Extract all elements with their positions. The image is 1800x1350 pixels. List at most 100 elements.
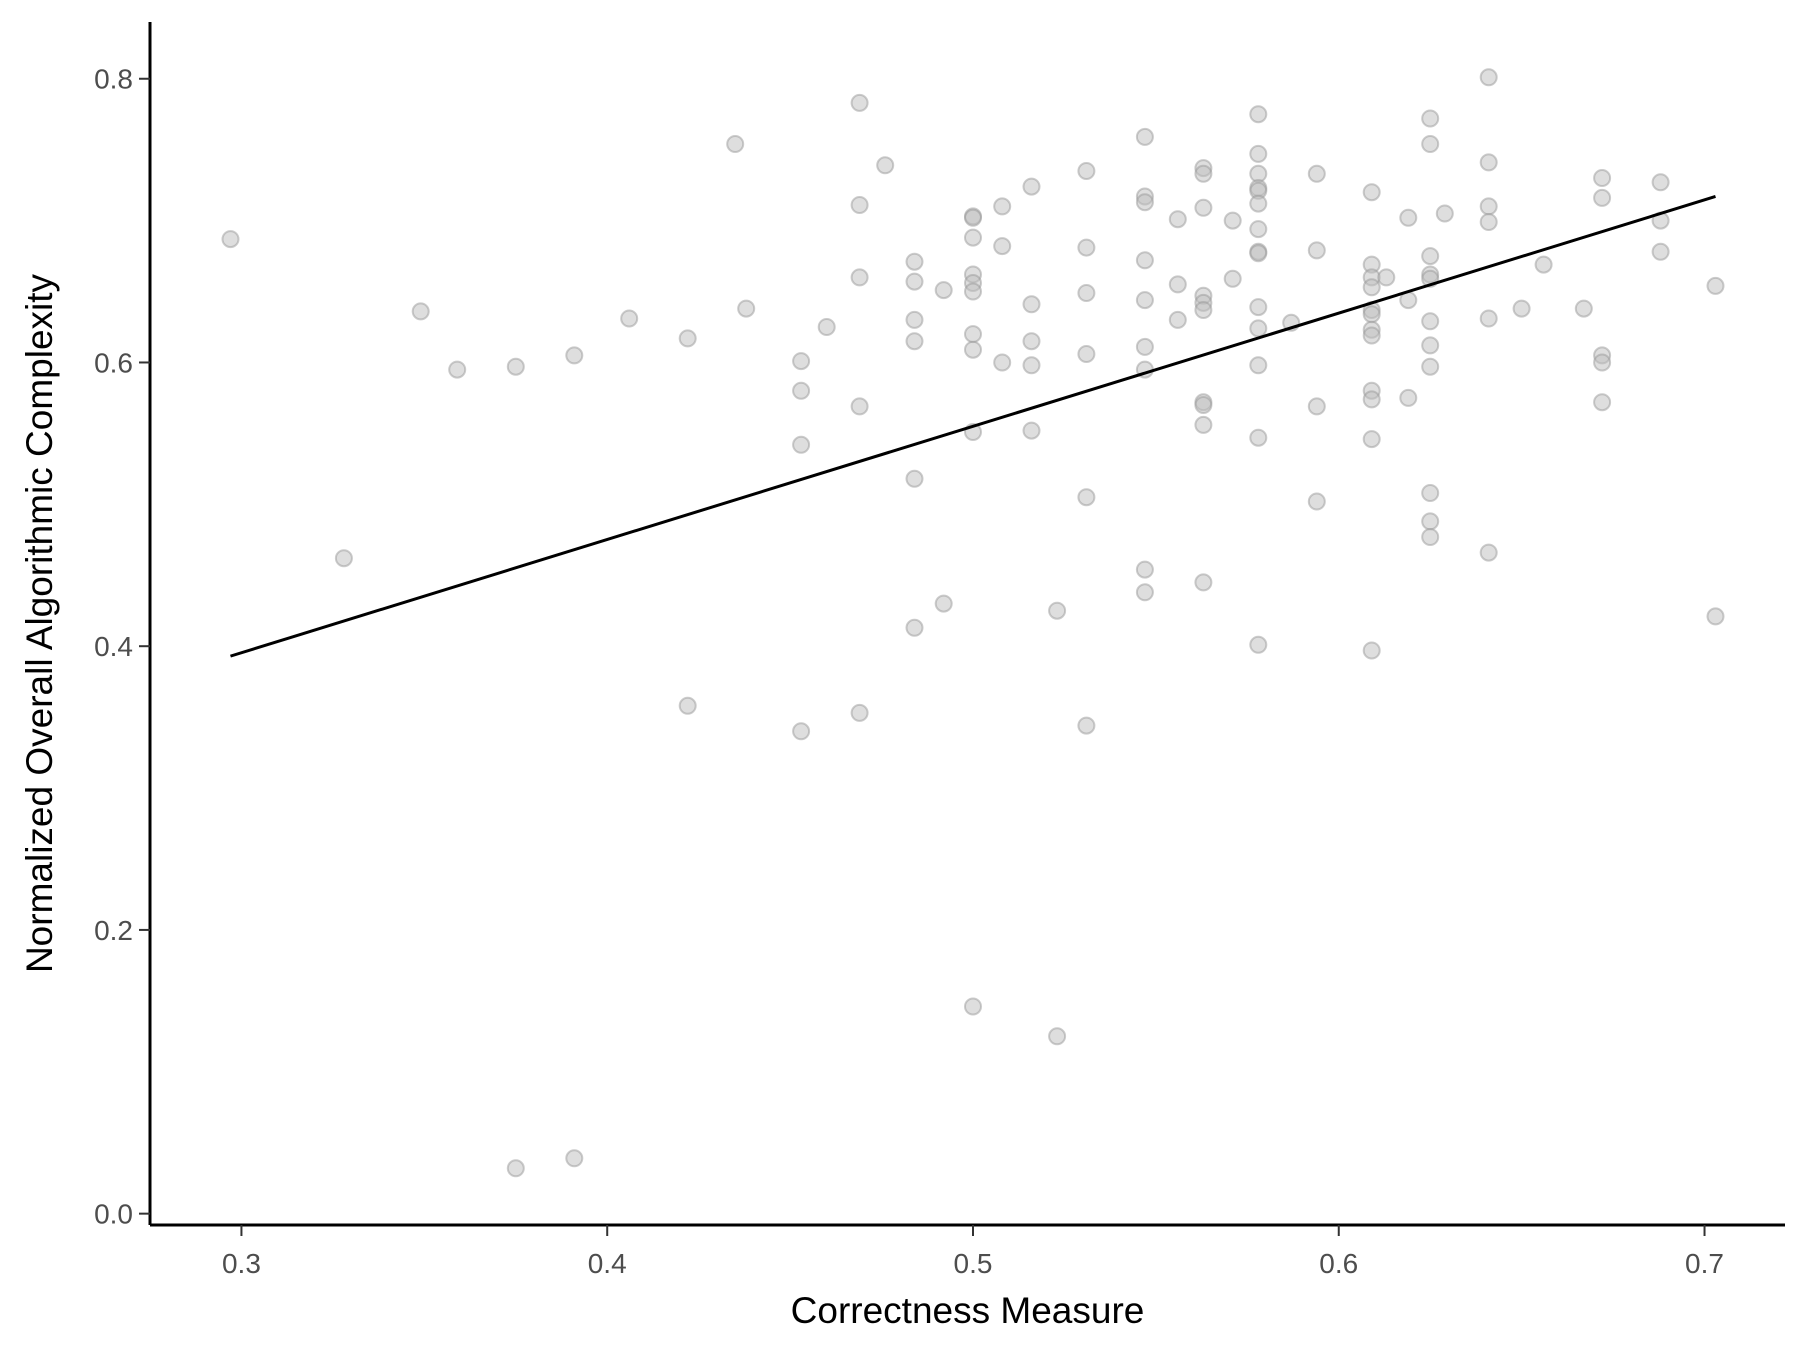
x-axis-title: Correctness Measure xyxy=(791,1290,1145,1331)
data-point xyxy=(905,469,924,488)
data-point xyxy=(1249,298,1268,317)
x-tick-label: 0.4 xyxy=(588,1248,627,1279)
data-point xyxy=(1706,276,1725,295)
data-point xyxy=(964,325,982,344)
data-point xyxy=(905,252,924,271)
data-point xyxy=(1022,421,1041,440)
data-point xyxy=(1512,299,1531,318)
data-point xyxy=(506,1159,525,1178)
data-point xyxy=(1249,144,1268,163)
data-point xyxy=(817,318,836,336)
data-point xyxy=(1362,641,1381,660)
y-tick-label: 0.8 xyxy=(94,64,133,95)
data-point xyxy=(1249,220,1268,239)
data-point xyxy=(1223,269,1242,288)
data-point xyxy=(1194,198,1213,217)
data-point xyxy=(1194,573,1213,592)
data-point xyxy=(934,281,953,300)
data-point xyxy=(905,332,924,351)
data-point xyxy=(876,156,895,175)
data-point xyxy=(1022,177,1041,196)
data-point xyxy=(1421,484,1440,502)
data-point xyxy=(850,196,869,214)
data-point xyxy=(993,353,1012,372)
data-point xyxy=(1077,284,1096,302)
data-point xyxy=(1249,356,1268,375)
data-point xyxy=(1421,312,1440,331)
data-point xyxy=(934,594,953,613)
data-point xyxy=(1651,173,1670,192)
data-point xyxy=(1479,153,1498,172)
data-point xyxy=(1593,353,1612,372)
data-point xyxy=(1362,278,1381,297)
data-point xyxy=(1223,211,1242,230)
data-point xyxy=(1307,492,1326,511)
data-point xyxy=(1479,197,1498,216)
data-point xyxy=(1194,164,1213,183)
data-point xyxy=(1307,164,1326,183)
data-point xyxy=(1168,210,1187,229)
data-point xyxy=(792,381,811,400)
data-point xyxy=(1135,560,1154,579)
data-point xyxy=(1421,357,1440,376)
data-point xyxy=(1249,319,1268,338)
data-point xyxy=(1307,397,1326,416)
data-point xyxy=(1077,238,1096,257)
y-tick-label: 0.6 xyxy=(94,347,133,378)
data-point xyxy=(565,1149,584,1168)
data-point xyxy=(1362,183,1381,202)
x-tick-label: 0.3 xyxy=(222,1248,261,1279)
data-points xyxy=(221,68,1725,1178)
data-point xyxy=(964,340,982,359)
data-point xyxy=(1574,299,1593,318)
data-point xyxy=(1377,268,1396,287)
data-point xyxy=(1135,583,1154,602)
data-point xyxy=(1421,512,1440,531)
x-tick-label: 0.6 xyxy=(1319,1248,1358,1279)
data-point xyxy=(1022,332,1041,351)
data-point xyxy=(964,997,982,1016)
data-point xyxy=(1249,635,1268,654)
data-point xyxy=(678,696,697,715)
data-point xyxy=(850,703,869,722)
data-point xyxy=(726,135,745,153)
data-point xyxy=(1194,415,1213,434)
data-point xyxy=(1135,337,1154,356)
data-point xyxy=(1168,310,1187,329)
data-point xyxy=(792,435,811,454)
data-point xyxy=(1651,242,1670,261)
data-point xyxy=(1135,251,1154,270)
data-point xyxy=(1048,601,1067,620)
data-point xyxy=(620,309,639,328)
data-point xyxy=(1593,393,1612,412)
y-axis-ticks: 0.0 0.2 0.4 0.6 0.8 xyxy=(94,64,150,1230)
x-tick-label: 0.7 xyxy=(1685,1248,1724,1279)
data-point xyxy=(850,397,869,416)
data-point xyxy=(1435,204,1454,223)
data-point xyxy=(1362,390,1381,409)
data-point xyxy=(1077,345,1096,363)
data-point xyxy=(1077,488,1096,507)
data-point xyxy=(1593,188,1612,207)
data-point xyxy=(1135,291,1154,310)
data-point xyxy=(850,268,869,287)
data-point xyxy=(850,93,869,112)
x-axis-ticks: 0.3 0.4 0.5 0.6 0.7 xyxy=(222,1225,1724,1279)
data-point xyxy=(905,272,924,291)
data-point xyxy=(964,208,982,227)
data-point xyxy=(993,237,1012,256)
data-point xyxy=(1249,194,1268,213)
y-tick-label: 0.2 xyxy=(94,915,133,946)
data-point xyxy=(221,230,240,249)
data-point xyxy=(1479,309,1498,328)
data-point xyxy=(1194,396,1213,414)
trend-line xyxy=(230,195,1716,658)
data-point xyxy=(1077,162,1096,180)
data-point xyxy=(1362,305,1381,324)
data-point xyxy=(1421,528,1440,546)
y-axis-title: Normalized Overall Algorithmic Complexit… xyxy=(19,273,60,973)
data-point xyxy=(1362,430,1381,449)
data-point xyxy=(1135,127,1154,146)
data-point xyxy=(1593,169,1612,187)
data-point xyxy=(964,228,982,247)
